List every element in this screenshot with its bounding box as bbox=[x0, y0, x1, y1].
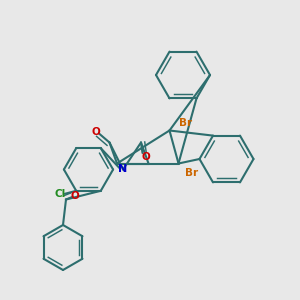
Text: Cl: Cl bbox=[55, 189, 66, 199]
Text: N: N bbox=[118, 164, 127, 175]
Text: O: O bbox=[92, 127, 101, 137]
Text: O: O bbox=[70, 190, 80, 201]
Text: Br: Br bbox=[185, 167, 199, 178]
Text: O: O bbox=[142, 152, 151, 163]
Text: Br: Br bbox=[179, 118, 193, 128]
